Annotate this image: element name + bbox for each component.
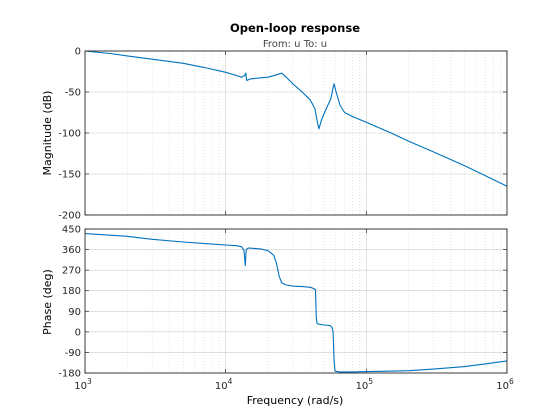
phase-y-tick-label: 90 [68, 307, 81, 318]
x-tick-label: 105 [356, 377, 374, 392]
magnitude-y-tick-label: -50 [65, 88, 81, 99]
phase-curve [84, 233, 508, 373]
magnitude-axes: 0 -50 -100 -150 -200 [58, 47, 508, 222]
magnitude-y-tick-label: 0 [75, 47, 81, 58]
x-axis-label: Frequency (rad/s) [247, 394, 344, 407]
phase-y-tick-label: 180 [62, 286, 81, 297]
chart-subtitle: From: u To: u [263, 39, 327, 50]
y-axis-label-phase: Phase (deg) [41, 269, 54, 335]
chart-title: Open-loop response [230, 21, 360, 35]
magnitude-y-tick-label: -100 [58, 129, 81, 140]
magnitude-axes-border [84, 50, 508, 216]
x-tick-label: 106 [496, 377, 514, 392]
x-tick-label: 103 [74, 377, 92, 392]
magnitude-curve [84, 50, 508, 187]
y-axis-label-magnitude: Magnitude (dB) [41, 91, 54, 176]
phase-y-tick-label: 450 [62, 225, 81, 236]
x-tick-label: 104 [215, 377, 233, 392]
phase-y-tick-label: -180 [58, 369, 81, 380]
phase-axes-border [84, 228, 508, 374]
phase-axes: 450 360 270 180 90 0 -90 -180 [58, 225, 508, 380]
phase-y-tick-label: 0 [75, 327, 81, 338]
phase-y-tick-label: 360 [62, 245, 81, 256]
phase-y-tick-label: -90 [65, 348, 81, 359]
x-tick-labels: 103 104 105 106 [74, 377, 514, 392]
magnitude-y-tick-label: -200 [58, 211, 81, 222]
magnitude-y-tick-label: -150 [58, 170, 81, 181]
phase-plot-area [84, 228, 508, 374]
phase-y-tick-label: 270 [62, 266, 81, 277]
